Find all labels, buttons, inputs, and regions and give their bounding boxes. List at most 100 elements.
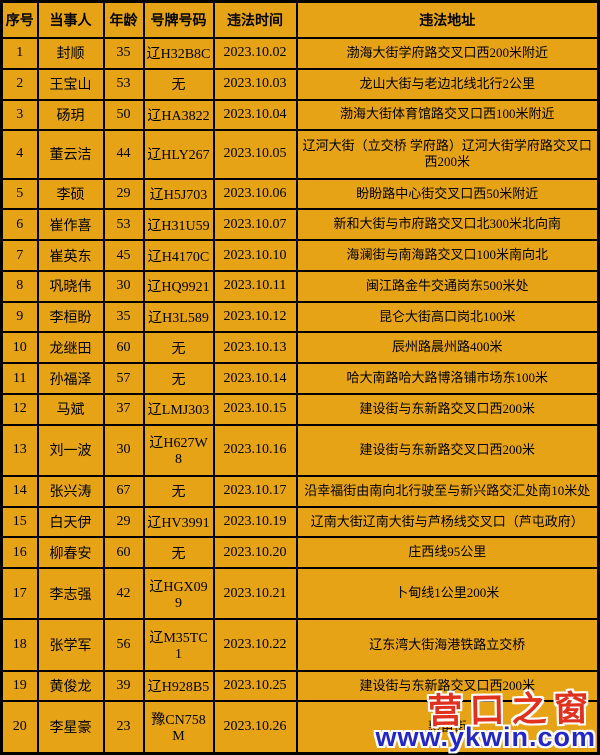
cell-name: 李硕: [36, 177, 105, 211]
cell-age: 30: [102, 269, 145, 303]
cell-name: 张学军: [36, 618, 105, 672]
table-row: 10 龙继田 60 无 2023.10.13 辰州路晨州路400米: [0, 331, 600, 365]
table-row: 2 王宝山 53 无 2023.10.03 龙山大街与老边北线北行2公里: [0, 67, 600, 101]
col-header-name: 当事人: [36, 0, 105, 39]
table-row: 9 李桓盼 35 辽H3L589 2023.10.12 昆仑大街高口岗北100米: [0, 300, 600, 334]
cell-age: 44: [102, 129, 145, 180]
table-row: 17 李志强 42 辽HGX099 2023.10.21 卜甸线1公里200米: [0, 567, 600, 621]
cell-plate: 无: [142, 331, 215, 365]
table-row: 20 李星豪 23 豫CN758M 2023.10.26 惠笛街: [0, 700, 600, 755]
cell-age: 30: [102, 423, 145, 477]
cell-time: 2023.10.20: [212, 536, 298, 570]
cell-seq: 20: [0, 700, 39, 755]
cell-address: 庄西线95公里: [295, 536, 600, 570]
cell-seq: 2: [0, 67, 39, 101]
cell-plate: 辽HLY267: [142, 129, 215, 180]
cell-name: 柳春安: [36, 536, 105, 570]
cell-address: 建设街与东新路交叉口西200米: [295, 392, 600, 426]
table-row: 18 张学军 56 辽M35TC1 2023.10.22 辽东湾大街海港铁路立交桥: [0, 618, 600, 672]
cell-plate: 无: [142, 474, 215, 508]
cell-age: 60: [102, 536, 145, 570]
cell-address: 辽河大街（立交桥 学府路）辽河大街学府路交叉口西200米: [295, 129, 600, 180]
cell-seq: 16: [0, 536, 39, 570]
cell-name: 王宝山: [36, 67, 105, 101]
table-row: 1 封顺 35 辽H32B8C 2023.10.02 渤海大街学府路交叉口西200米附近: [0, 37, 600, 70]
cell-name: 张兴涛: [36, 474, 105, 508]
cell-plate: 辽H4170C: [142, 239, 215, 272]
cell-time: 2023.10.02: [212, 37, 298, 70]
cell-time: 2023.10.21: [212, 567, 298, 621]
cell-seq: 3: [0, 98, 39, 132]
cell-address: 辽南大街辽南大街与芦杨线交叉口（芦屯政府）: [295, 505, 600, 539]
cell-address: 辽东湾大街海港铁路立交桥: [295, 618, 600, 672]
cell-time: 2023.10.14: [212, 362, 298, 395]
cell-name: 李星豪: [36, 700, 105, 755]
cell-seq: 17: [0, 567, 39, 621]
cell-name: 崔英东: [36, 239, 105, 272]
cell-time: 2023.10.25: [212, 669, 298, 703]
cell-name: 砀玥: [36, 98, 105, 132]
cell-plate: 无: [142, 536, 215, 570]
table-row: 5 李硕 29 辽H5J703 2023.10.06 盼盼路中心街交叉口西50米附近: [0, 177, 600, 211]
col-header-seq: 序号: [0, 0, 39, 39]
cell-seq: 13: [0, 423, 39, 477]
cell-name: 黄俊龙: [36, 669, 105, 703]
cell-age: 56: [102, 618, 145, 672]
cell-plate: 豫CN758M: [142, 700, 215, 755]
cell-seq: 7: [0, 239, 39, 272]
cell-age: 29: [102, 177, 145, 211]
cell-seq: 5: [0, 177, 39, 211]
cell-plate: 辽H5J703: [142, 177, 215, 211]
cell-time: 2023.10.19: [212, 505, 298, 539]
header-row: 序号 当事人 年龄 号牌号码 违法时间 违法地址: [0, 0, 600, 39]
cell-seq: 9: [0, 300, 39, 334]
table-row: 13 刘一波 30 辽H627W8 2023.10.16 建设街与东新路交叉口西200米: [0, 423, 600, 477]
cell-time: 2023.10.15: [212, 392, 298, 426]
cell-address: 闽江路金牛交通岗东500米处: [295, 269, 600, 303]
cell-time: 2023.10.04: [212, 98, 298, 132]
cell-seq: 12: [0, 392, 39, 426]
cell-plate: 辽HA3822: [142, 98, 215, 132]
cell-plate: 辽HV3991: [142, 505, 215, 539]
cell-address: 沿幸福街由南向北行驶至与新兴路交汇处南10米处: [295, 474, 600, 508]
table-row: 6 崔作喜 53 辽H31U59 2023.10.07 新和大街与市府路交叉口北300米北…: [0, 208, 600, 242]
table-row: 8 巩晓伟 30 辽HQ9921 2023.10.11 闽江路金牛交通岗东500米处: [0, 269, 600, 303]
cell-age: 50: [102, 98, 145, 132]
cell-time: 2023.10.26: [212, 700, 298, 755]
col-header-time: 违法时间: [212, 0, 298, 39]
table-row: 14 张兴涛 67 无 2023.10.17 沿幸福街由南向北行驶至与新兴路交汇处南10米…: [0, 474, 600, 508]
cell-address: 辰州路晨州路400米: [295, 331, 600, 365]
cell-name: 龙继田: [36, 331, 105, 365]
cell-time: 2023.10.13: [212, 331, 298, 365]
cell-time: 2023.10.06: [212, 177, 298, 211]
table-row: 12 马斌 37 辽LMJ303 2023.10.15 建设街与东新路交叉口西200米: [0, 392, 600, 426]
cell-address: 新和大街与市府路交叉口北300米北向南: [295, 208, 600, 242]
cell-age: 37: [102, 392, 145, 426]
cell-age: 60: [102, 331, 145, 365]
cell-age: 57: [102, 362, 145, 395]
cell-age: 35: [102, 300, 145, 334]
cell-time: 2023.10.16: [212, 423, 298, 477]
cell-plate: 辽H3L589: [142, 300, 215, 334]
cell-name: 董云洁: [36, 129, 105, 180]
cell-plate: 辽HGX099: [142, 567, 215, 621]
cell-seq: 11: [0, 362, 39, 395]
cell-seq: 19: [0, 669, 39, 703]
col-header-plate: 号牌号码: [142, 0, 215, 39]
cell-age: 23: [102, 700, 145, 755]
cell-time: 2023.10.03: [212, 67, 298, 101]
cell-age: 29: [102, 505, 145, 539]
cell-address: 海澜街与南海路交叉口100米南向北: [295, 239, 600, 272]
cell-plate: 辽HQ9921: [142, 269, 215, 303]
cell-address: 渤海大街体育馆路交叉口西100米附近: [295, 98, 600, 132]
cell-plate: 辽H32B8C: [142, 37, 215, 70]
cell-seq: 1: [0, 37, 39, 70]
cell-plate: 辽H31U59: [142, 208, 215, 242]
cell-age: 35: [102, 37, 145, 70]
cell-time: 2023.10.11: [212, 269, 298, 303]
cell-address: 惠笛街: [295, 700, 600, 755]
table-row: 3 砀玥 50 辽HA3822 2023.10.04 渤海大街体育馆路交叉口西100米附近: [0, 98, 600, 132]
col-header-age: 年龄: [102, 0, 145, 39]
